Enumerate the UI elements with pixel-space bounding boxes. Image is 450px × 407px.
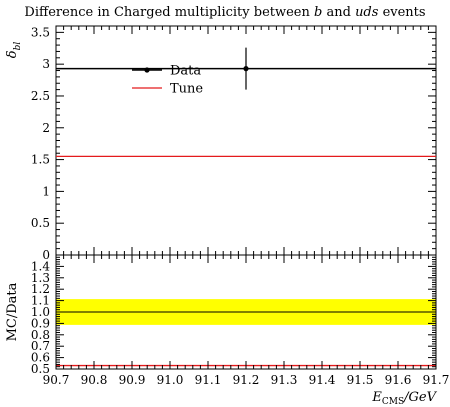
title-part: uds [355,5,379,20]
main-ytick-label: 0 [42,248,50,262]
ratio-ylabel: MC/Data [5,282,20,341]
ratio-panel: 0.50.60.70.80.91.01.11.21.31.4 90.7 90.8 90… [5,254,450,407]
ratio-xtick-label: 90.9 [119,373,146,387]
ratio-xtick-label: 91.4 [309,373,336,387]
legend-data-label: Data [170,64,201,79]
ratio-ytick-label: 0.6 [31,351,50,365]
ratio-ytick-label: 1.0 [31,305,50,319]
ratio-xtick-label: 91.3 [271,373,298,387]
xlabel-unit: /GeV [402,390,437,405]
main-ytick-label: 3.5 [31,25,50,39]
ratio-xtick-label: 90.7 [43,373,70,387]
xlabel-symbol: E [371,390,382,405]
ratio-xtick-label: 90.8 [81,373,108,387]
ratio-ytick-label: 1.4 [31,259,50,273]
ratio-xlabel: ECMS/GeV [371,390,437,407]
ratio-xtick-label: 91.0 [157,373,184,387]
main-ytick-label: 1 [42,184,50,198]
ratio-xtick-label: 91.1 [195,373,222,387]
main-ytick-label: 1.5 [31,153,50,167]
chart-title: Difference in Charged multiplicity betwe… [24,5,425,20]
ratio-ytick-label: 0.9 [31,316,50,330]
ratio-ytick-label: 1.3 [31,271,50,285]
main-ytick-label: 2.5 [31,89,50,103]
ratio-ytick-label: 1.1 [31,294,50,308]
main-ytick-label: 0.5 [31,216,50,230]
legend-tune-label: Tune [170,82,203,97]
ratio-ytick-label: 0.8 [31,328,50,342]
main-ylabel-sub: bl [13,42,23,51]
title-part: and [322,5,355,20]
data-point [243,66,249,72]
main-ytick-label: 3 [42,57,50,71]
chart-title-text: Difference in Charged multiplicity betwe… [24,5,425,20]
xlabel-sub: CMS [382,397,404,407]
ratio-xtick-label: 91.6 [385,373,412,387]
main-ylabel-symbol: δ [5,50,20,58]
ratio-xtick-label: 91.7 [423,373,450,387]
main-ylabel: δbl [5,42,23,59]
title-part: b [314,5,322,20]
main-panel: 0 0.5 1 1.5 2 2.5 3 3.5 δbl Data Tune [5,25,437,262]
main-ytick-label: 2 [42,121,50,135]
ratio-ytick-label: 0.7 [31,339,50,353]
ratio-ytick-label: 1.2 [31,282,50,296]
ratio-ytick-label: 0.5 [31,362,50,376]
title-part: events [378,5,425,20]
legend-data-marker [144,67,150,73]
ratio-xtick-label: 91.2 [233,373,260,387]
title-part: Difference in Charged multiplicity betwe… [24,5,314,20]
ratio-xtick-label: 91.5 [347,373,374,387]
